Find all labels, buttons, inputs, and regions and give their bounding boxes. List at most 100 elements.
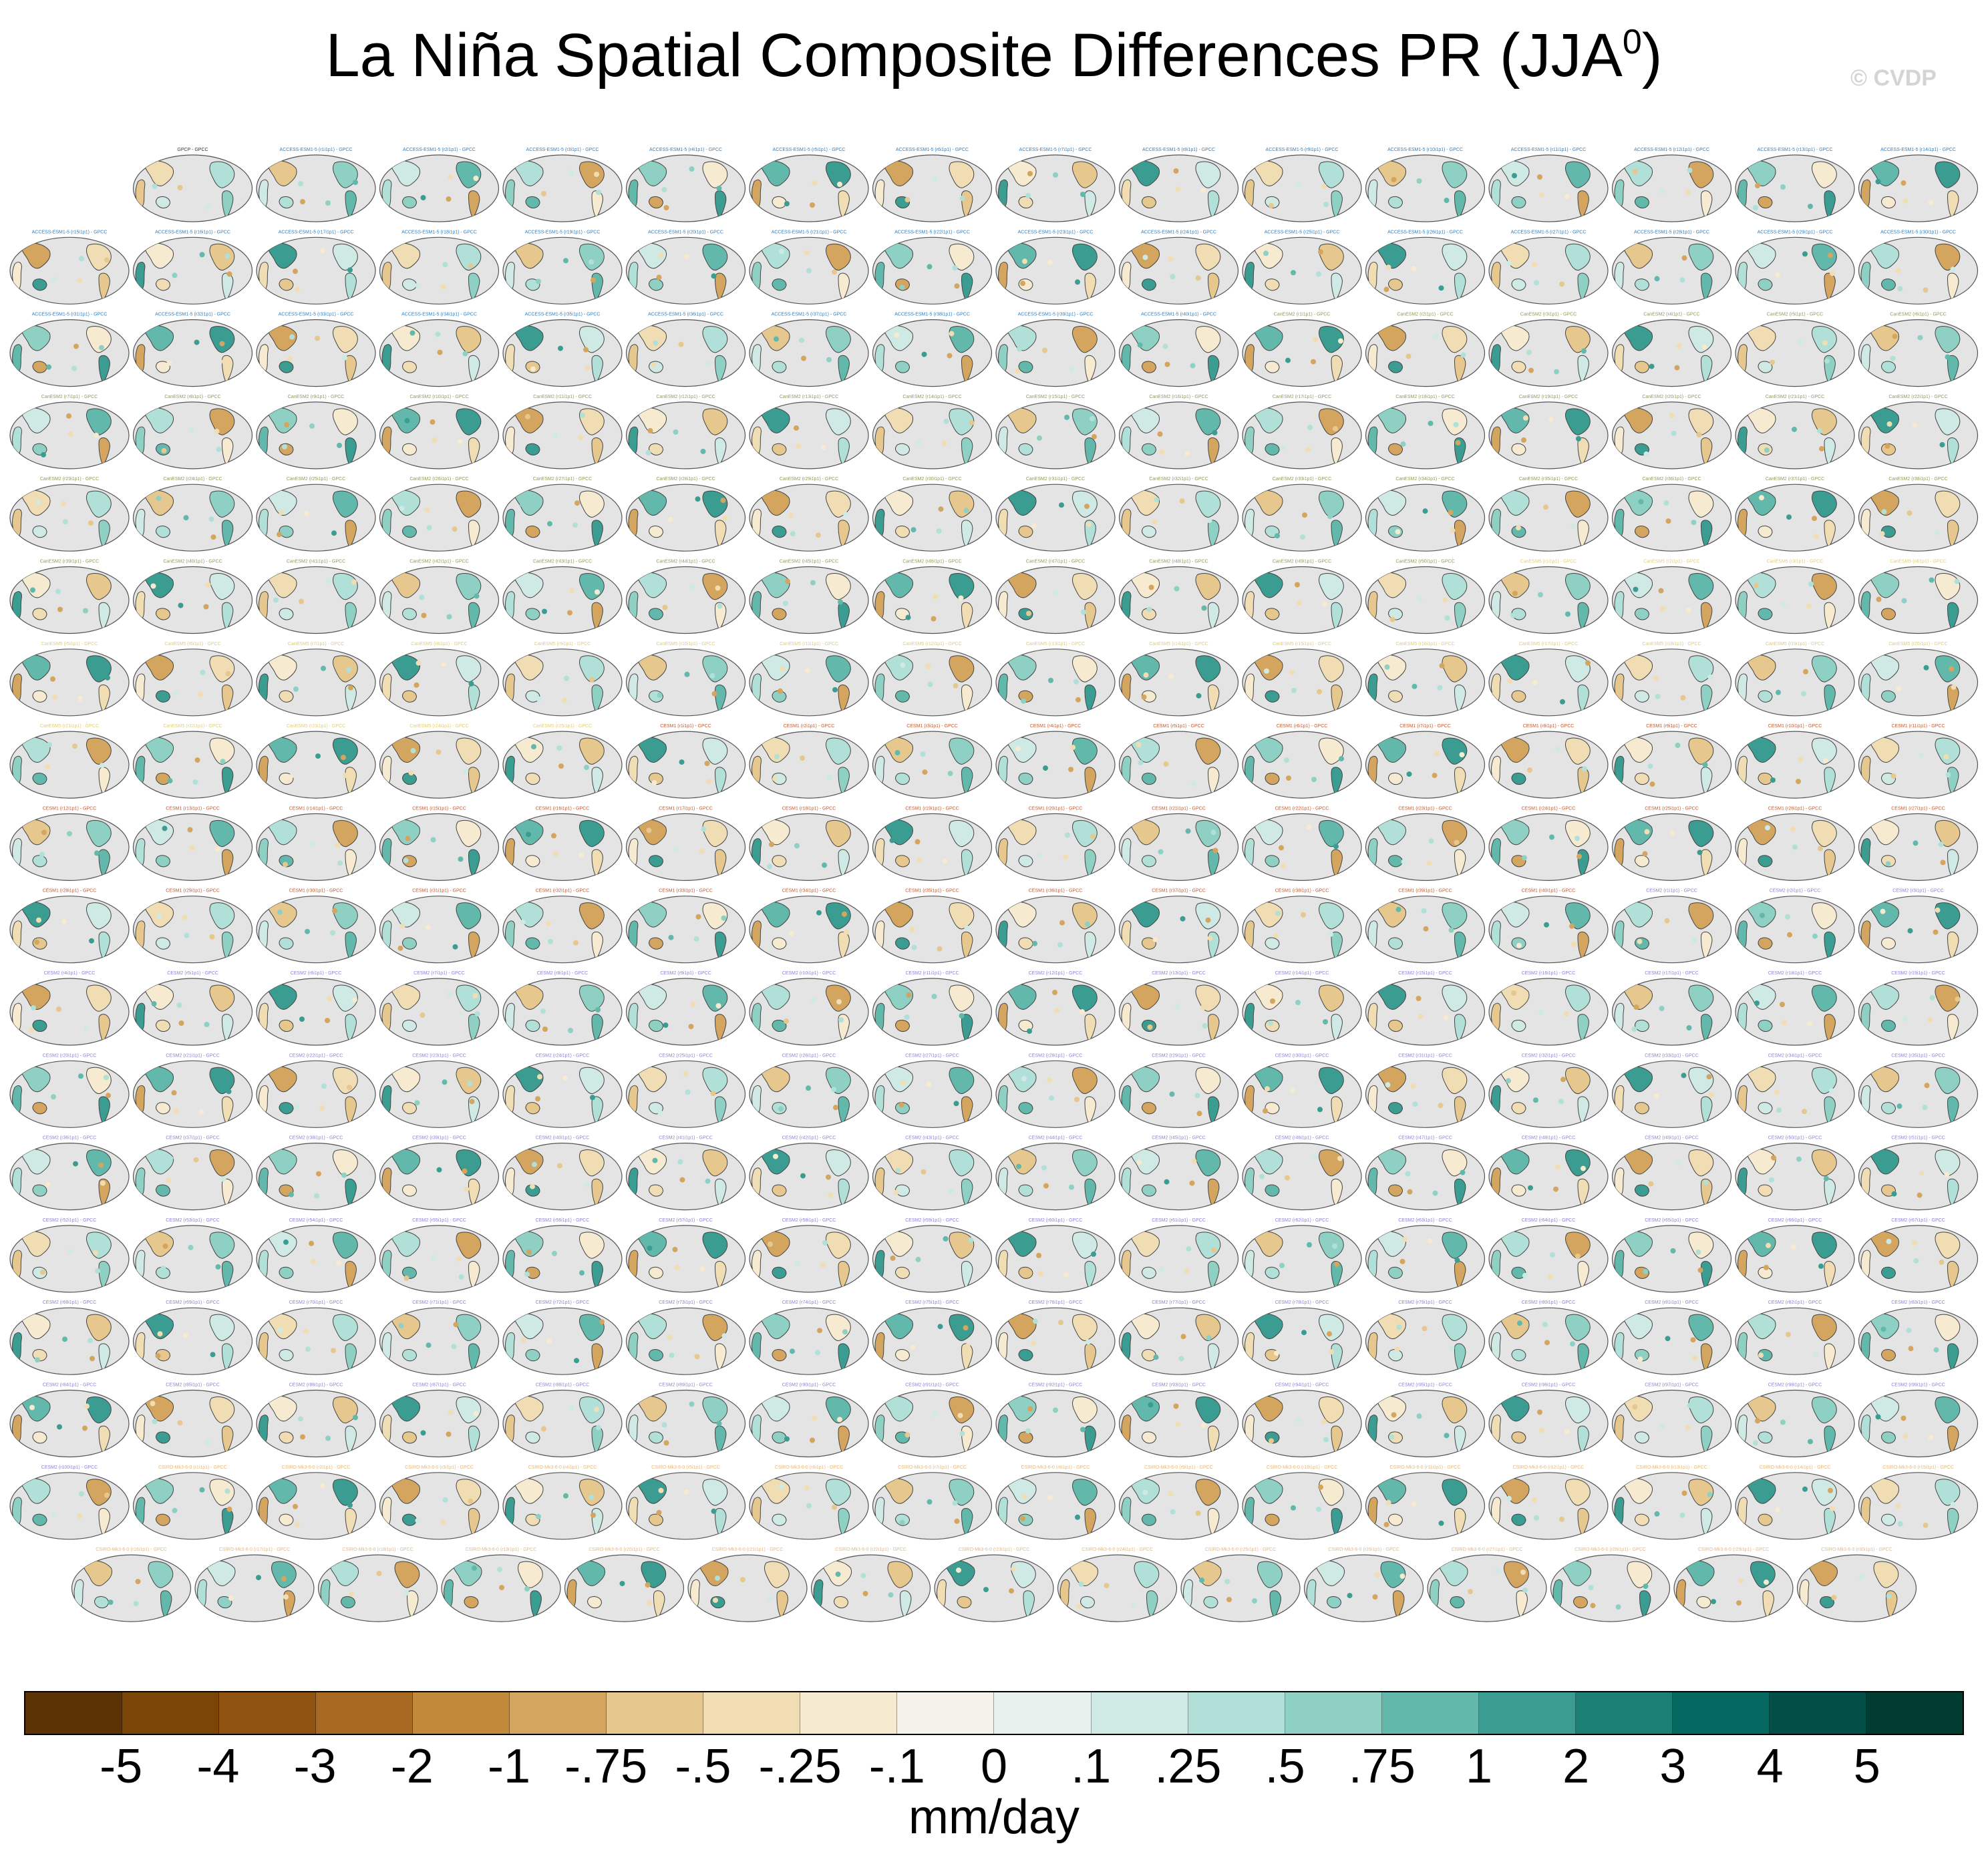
continent-shape — [874, 262, 885, 291]
precip-speck — [925, 663, 931, 669]
continent-shape — [1265, 937, 1280, 950]
continent-shape — [1870, 407, 1899, 433]
continent-shape — [702, 1067, 728, 1095]
map-panel: CESM2 (r99i1p1) - GPCC — [1858, 1383, 1979, 1458]
map-panel: CESM1 (r6i1p1) - GPCC — [1242, 724, 1362, 799]
precip-speck — [1907, 510, 1913, 516]
precip-speck — [1384, 664, 1390, 670]
map-panel: CESM2 (r19i1p1) - GPCC — [1858, 971, 1979, 1046]
panel-label: CESM2 (r80i1p1) - GPCC — [1522, 1300, 1576, 1305]
precip-speck — [1224, 1579, 1230, 1585]
continent-shape — [1121, 1002, 1132, 1033]
panel-label: CESM2 (r66i1p1) - GPCC — [1768, 1218, 1822, 1223]
precip-speck — [440, 1519, 446, 1525]
continent-shape — [1688, 326, 1714, 353]
precip-speck — [1819, 445, 1824, 451]
continent-shape — [1624, 1313, 1653, 1340]
continent-shape — [1812, 326, 1837, 353]
panel-label: CanESM2 (r42i1p1) - GPCC — [409, 560, 468, 564]
continent-shape — [884, 1148, 913, 1175]
panel-label: CESM2 (r86i1p1) - GPCC — [289, 1383, 343, 1388]
continent-shape — [209, 243, 235, 271]
map-panel: CSIRO-Mk3-6-0 (r26i1p1) - GPCC — [1303, 1547, 1424, 1622]
panel-label: CanESM2 (r25i1p1) - GPCC — [287, 477, 345, 482]
precip-speck — [446, 614, 452, 620]
continent-shape — [1018, 443, 1033, 455]
continent-shape — [135, 262, 146, 291]
continent-shape — [525, 608, 540, 620]
precip-speck — [1760, 912, 1765, 918]
precip-speck — [983, 1587, 989, 1593]
precip-speck — [1141, 694, 1147, 700]
precip-speck — [1711, 1599, 1716, 1605]
map-panel: CESM2 (r85i1p1) - GPCC — [132, 1383, 253, 1458]
precip-speck — [1884, 1575, 1890, 1581]
continent-shape — [145, 325, 174, 351]
precip-speck — [1560, 699, 1565, 705]
continent-shape — [1319, 1479, 1344, 1506]
continent-shape — [884, 654, 913, 681]
precip-speck — [1043, 1183, 1049, 1189]
continent-shape — [279, 1349, 294, 1362]
precip-speck — [219, 341, 225, 347]
panel-label: CESM1 (r39i1p1) - GPCC — [1398, 889, 1452, 894]
continent-shape — [884, 572, 913, 598]
precip-speck — [1180, 1334, 1186, 1340]
continent-shape — [1142, 608, 1157, 620]
map-panel: CESM2 (r31i1p1) - GPCC — [1365, 1053, 1486, 1128]
continent-shape — [145, 1066, 174, 1093]
continent-shape — [1737, 1167, 1748, 1197]
precip-speck — [464, 1186, 470, 1192]
continent-shape — [1142, 1184, 1157, 1197]
map-panel: CESM1 (r16i1p1) - GPCC — [502, 806, 623, 882]
map-panel: CESM2 (r39i1p1) - GPCC — [379, 1136, 500, 1211]
continent-shape — [884, 160, 913, 186]
continent-shape — [1688, 984, 1714, 1012]
map-panel: CSIRO-Mk3-6-0 (r22i1p1) - GPCC — [810, 1547, 931, 1622]
precip-speck — [1539, 192, 1544, 198]
panel-label: CESM1 (r17i1p1) - GPCC — [659, 806, 713, 811]
precip-speck — [1701, 344, 1707, 350]
continent-shape — [1860, 755, 1871, 785]
continent-shape — [1377, 654, 1406, 681]
continent-shape — [1018, 526, 1033, 538]
continent-shape — [514, 1231, 544, 1257]
precip-speck — [964, 925, 970, 931]
precip-speck — [397, 945, 403, 951]
precip-speck — [685, 1089, 691, 1095]
precip-speck — [1043, 765, 1048, 771]
continent-shape — [1131, 490, 1160, 516]
continent-shape — [145, 242, 174, 269]
map-panel: CESM2 (r41i1p1) - GPCC — [625, 1136, 746, 1211]
precip-speck — [1913, 840, 1919, 846]
precip-speck — [437, 349, 443, 355]
precip-speck — [442, 1497, 448, 1503]
panel-label: ACCESS-ESM1-5 (r15i1p1) - GPCC — [32, 230, 108, 234]
map-panel: CSIRO-Mk3-6-0 (r4i1p1) - GPCC — [502, 1465, 623, 1540]
continent-shape — [268, 325, 297, 351]
continent-shape — [772, 278, 787, 291]
continent-shape — [1245, 920, 1255, 950]
precip-speck — [844, 929, 849, 935]
continent-shape — [12, 426, 22, 456]
map-panel: CanESM2 (r7i1p1) - GPCC — [9, 395, 130, 470]
precip-speck — [425, 924, 431, 930]
panel-label: CanESM2 (r11i1p1) - GPCC — [533, 395, 592, 399]
continent-shape — [826, 1232, 851, 1259]
precip-speck — [1185, 828, 1191, 834]
precip-speck — [326, 578, 331, 584]
panel-label: CESM2 (r76i1p1) - GPCC — [1029, 1300, 1083, 1305]
continent-shape — [1758, 1349, 1773, 1362]
continent-shape — [702, 408, 728, 435]
continent-shape — [259, 1250, 269, 1280]
precip-speck — [658, 252, 664, 258]
precip-speck — [1212, 429, 1218, 435]
panel-label: CESM2 (r58i1p1) - GPCC — [782, 1218, 836, 1223]
precip-speck — [1900, 180, 1907, 186]
precip-speck — [720, 498, 726, 504]
panel-label: CESM1 (r15i1p1) - GPCC — [412, 806, 466, 811]
precip-speck — [1559, 1516, 1564, 1522]
precip-speck — [740, 1577, 746, 1583]
precip-speck — [947, 353, 953, 359]
panel-label: CESM1 (r20i1p1) - GPCC — [1029, 806, 1083, 811]
